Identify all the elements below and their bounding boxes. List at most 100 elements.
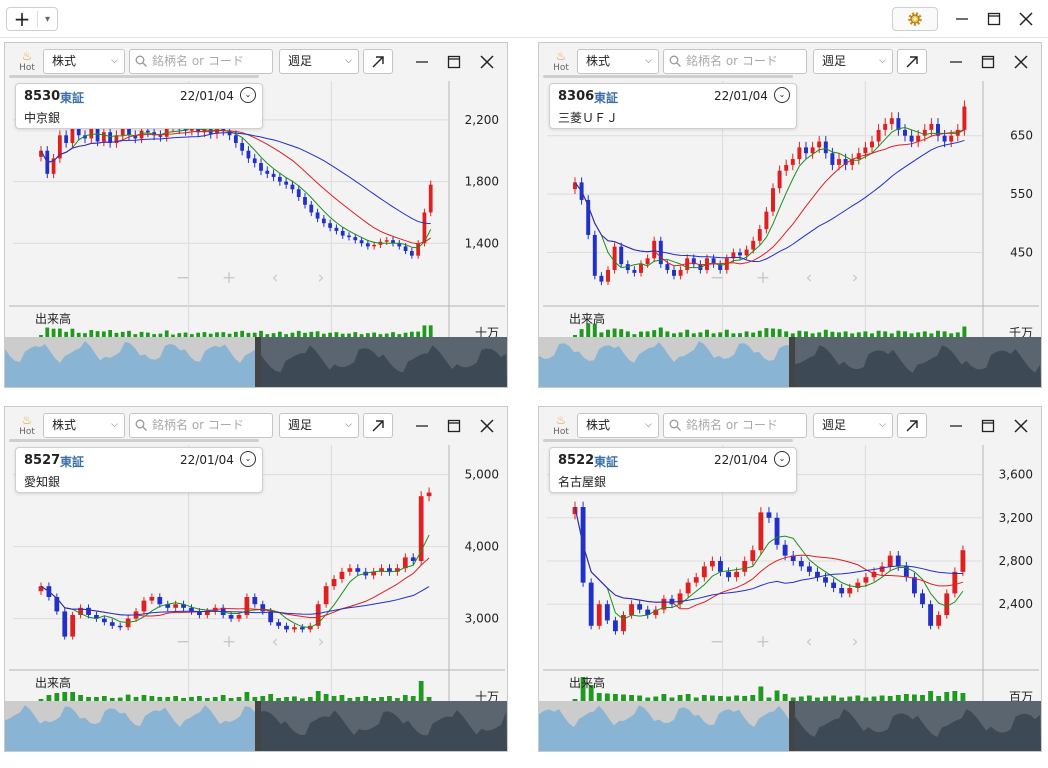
panel-maximize-button[interactable] (979, 417, 997, 435)
overview-navigator[interactable] (539, 337, 1041, 387)
candle-body (592, 234, 597, 276)
volume-unit-label: 千万 (1009, 326, 1033, 340)
maximize-window-button[interactable] (984, 9, 1004, 29)
zoom-out-button[interactable]: − (709, 632, 725, 652)
candle-body (588, 582, 594, 626)
volume-bar (403, 332, 408, 339)
candle-body (296, 189, 301, 197)
candle-body (790, 555, 796, 561)
hot-ranking-button[interactable]: ♨ Hot (13, 49, 41, 77)
panel-close-button[interactable] (1012, 53, 1030, 71)
hot-ranking-button[interactable]: ♨ Hot (547, 413, 575, 441)
type-select[interactable]: 株式 ⌵ (577, 49, 659, 74)
volume-bar (810, 333, 815, 339)
candle-body (83, 135, 87, 139)
chevron-down-icon[interactable]: ⌄ (240, 451, 256, 467)
volume-bar (252, 332, 257, 339)
panel-scrollbar[interactable] (9, 439, 259, 442)
zoom-out-button[interactable]: − (175, 268, 191, 288)
candle-body (896, 118, 901, 130)
zoom-in-button[interactable]: + (221, 268, 237, 288)
panel-maximize-button[interactable] (445, 53, 463, 71)
candle-body (416, 243, 421, 256)
zoom-in-button[interactable]: + (755, 632, 771, 652)
add-panel-button[interactable]: + ▾ (6, 7, 58, 31)
candle-body (928, 604, 934, 626)
overview-navigator[interactable] (5, 701, 507, 751)
candle-body (952, 571, 958, 594)
open-external-button[interactable] (897, 413, 927, 438)
candle-body (831, 582, 837, 588)
period-select[interactable]: 週足 ⌵ (813, 49, 893, 74)
zoom-in-button[interactable]: + (221, 632, 237, 652)
volume-bar (705, 329, 709, 339)
zoom-in-button[interactable]: + (755, 268, 771, 288)
open-external-button[interactable] (897, 49, 927, 74)
minimize-window-button[interactable] (952, 9, 972, 29)
panel-maximize-button[interactable] (445, 417, 463, 435)
search-input[interactable]: 銘柄名 or コード (129, 413, 273, 438)
panel-scrollbar[interactable] (543, 439, 793, 442)
scroll-right-button[interactable]: › (851, 268, 859, 288)
volume-bar (863, 697, 869, 703)
hot-ranking-button[interactable]: ♨ Hot (13, 413, 41, 441)
panel-minimize-button[interactable] (413, 53, 431, 71)
volume-bar (133, 697, 139, 703)
settings-button[interactable] (892, 7, 938, 31)
chevron-down-icon[interactable]: ▾ (44, 13, 51, 25)
panel-scrollbar[interactable] (9, 75, 259, 78)
candle-body (62, 611, 68, 637)
period-select[interactable]: 週足 ⌵ (279, 413, 359, 438)
scroll-right-button[interactable]: › (317, 268, 325, 288)
period-select[interactable]: 週足 ⌵ (279, 49, 359, 74)
search-input[interactable]: 銘柄名 or コード (663, 413, 807, 438)
overview-navigator[interactable] (5, 337, 507, 387)
chevron-down-icon[interactable]: ⌄ (774, 451, 790, 467)
chevron-down-icon[interactable]: ⌄ (774, 87, 790, 103)
hot-ranking-button[interactable]: ♨ Hot (547, 49, 575, 77)
candle-body (38, 586, 44, 592)
chevron-down-icon[interactable]: ⌄ (240, 87, 256, 103)
volume-bar (323, 694, 329, 703)
navigator-area-left (5, 341, 255, 387)
volume-bar (731, 333, 736, 339)
panel-minimize-button[interactable] (413, 417, 431, 435)
type-select[interactable]: 株式 ⌵ (577, 413, 659, 438)
period-select[interactable]: 週足 ⌵ (813, 413, 893, 438)
type-select[interactable]: 株式 ⌵ (43, 49, 125, 74)
panel-minimize-button[interactable] (947, 53, 965, 71)
panel-close-button[interactable] (478, 417, 496, 435)
search-input[interactable]: 銘柄名 or コード (129, 49, 273, 74)
type-select[interactable]: 株式 ⌵ (43, 413, 125, 438)
market-label: 東証 (594, 91, 619, 105)
scroll-left-button[interactable]: ‹ (805, 268, 813, 288)
search-input[interactable]: 銘柄名 or コード (663, 49, 807, 74)
close-window-button[interactable] (1016, 9, 1036, 29)
volume-bar (228, 698, 234, 703)
price-chart[interactable]: 3,6003,2002,8002,40020/10/0521/07/05出来高百… (543, 445, 1039, 745)
open-external-button[interactable] (363, 413, 393, 438)
candle-body (863, 147, 868, 154)
candle-body (391, 240, 395, 244)
open-external-button[interactable] (363, 49, 393, 74)
type-select-value: 株式 (586, 418, 611, 432)
zoom-out-button[interactable]: − (709, 268, 725, 288)
zoom-out-button[interactable]: − (175, 632, 191, 652)
panel-close-button[interactable] (1012, 417, 1030, 435)
volume-bar (365, 333, 370, 339)
scroll-left-button[interactable]: ‹ (271, 632, 279, 652)
candle-body (339, 571, 345, 579)
chevron-down-icon: ⌵ (111, 420, 118, 430)
volume-bar (887, 696, 893, 703)
candle-body (387, 568, 392, 572)
scroll-left-button[interactable]: ‹ (271, 268, 279, 288)
scroll-right-button[interactable]: › (851, 632, 859, 652)
candle-body (328, 223, 333, 228)
panel-scrollbar[interactable] (543, 75, 793, 78)
scroll-right-button[interactable]: › (317, 632, 325, 652)
panel-close-button[interactable] (478, 53, 496, 71)
overview-navigator[interactable] (539, 701, 1041, 751)
panel-minimize-button[interactable] (947, 417, 965, 435)
scroll-left-button[interactable]: ‹ (805, 632, 813, 652)
panel-maximize-button[interactable] (979, 53, 997, 71)
